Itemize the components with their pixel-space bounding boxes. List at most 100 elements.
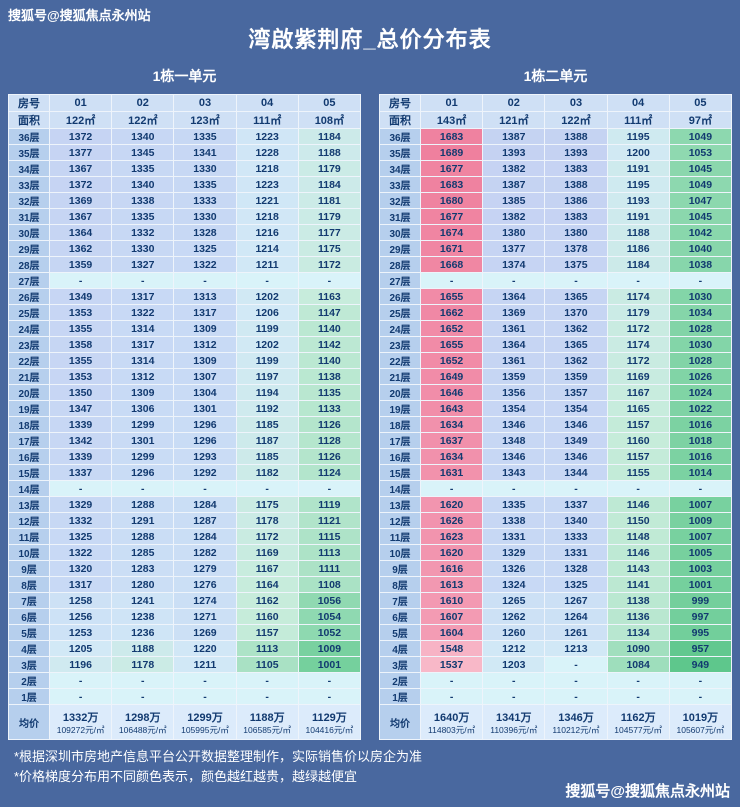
price-cell: 1387 <box>482 176 546 193</box>
price-cell: 1333 <box>544 528 608 545</box>
price-cell: 1265 <box>482 592 546 609</box>
price-cell: 1288 <box>111 528 175 545</box>
price-cell: 1115 <box>297 528 362 545</box>
price-cell: 1356 <box>482 384 546 401</box>
price-cell: 1213 <box>544 640 608 657</box>
price-cell: 1178 <box>111 656 175 673</box>
price-cell: 1124 <box>297 464 362 481</box>
price-cell: - <box>544 672 608 689</box>
floor-row: 34层 1367 1335 1330 1218 1179 <box>8 160 362 177</box>
price-cell: 1220 <box>173 640 237 657</box>
floor-label: 27层 <box>379 272 421 289</box>
area-value-header: 123㎡ <box>173 111 237 129</box>
price-cell: 1361 <box>482 352 546 369</box>
price-cell: 1320 <box>48 560 113 577</box>
floor-row: 5层 1604 1260 1261 1134 995 <box>379 624 733 641</box>
average-total-price: 1332万 <box>62 712 99 724</box>
price-cell: 1193 <box>606 192 670 209</box>
price-cell: 1188 <box>606 224 670 241</box>
price-cell: 1049 <box>668 128 733 145</box>
price-cell: 1313 <box>173 288 237 305</box>
price-cell: 1292 <box>173 464 237 481</box>
floor-label: 33层 <box>379 176 421 193</box>
average-unit-price: 110396元/㎡ <box>490 725 538 735</box>
floor-label: 18层 <box>8 416 50 433</box>
price-cell: 1314 <box>111 320 175 337</box>
floor-row: 14层 - - - - - <box>8 480 362 497</box>
price-cell: 1655 <box>419 336 484 353</box>
floor-row: 27层 - - - - - <box>8 272 362 289</box>
average-cell: 1129万 104416元/㎡ <box>297 704 362 740</box>
floor-row: 12层 1332 1291 1287 1178 1121 <box>8 512 362 529</box>
price-cell: 1655 <box>419 288 484 305</box>
price-cell: 1136 <box>606 608 670 625</box>
price-cell: 1328 <box>544 560 608 577</box>
price-cell: 1385 <box>482 192 546 209</box>
price-cell: 1359 <box>48 256 113 273</box>
price-cell: - <box>419 272 484 289</box>
unit-column-header: 04 <box>235 94 299 112</box>
price-cell: 1337 <box>544 496 608 513</box>
price-cell: 1312 <box>173 336 237 353</box>
area-value-header: 111㎡ <box>235 111 299 129</box>
average-label: 均价 <box>379 704 421 740</box>
floor-label: 14层 <box>379 480 421 497</box>
price-cell: 1646 <box>419 384 484 401</box>
floor-label: 25层 <box>379 304 421 321</box>
floor-row: 6层 1607 1262 1264 1136 997 <box>379 608 733 625</box>
price-cell: 1269 <box>173 624 237 641</box>
price-cell: 1053 <box>668 144 733 161</box>
price-cell: 1355 <box>48 352 113 369</box>
price-cell: - <box>419 672 484 689</box>
price-cell: 1188 <box>297 144 362 161</box>
price-cell: 1026 <box>668 368 733 385</box>
price-cell: 1084 <box>606 656 670 673</box>
price-cell: 1264 <box>544 608 608 625</box>
price-cell: - <box>297 480 362 497</box>
price-cell: 1370 <box>544 304 608 321</box>
price-cell: 1119 <box>297 496 362 513</box>
price-cell: 1689 <box>419 144 484 161</box>
floor-row: 10层 1620 1329 1331 1146 1005 <box>379 544 733 561</box>
floor-row: 1层 - - - - - <box>379 688 733 705</box>
price-cell: 1335 <box>173 128 237 145</box>
price-cell: 1327 <box>111 256 175 273</box>
price-cell: 1018 <box>668 432 733 449</box>
unit-1-section: 1栋一单元 房号 01 02 03 04 05 面积 122㎡ 122㎡ 123㎡ 111㎡ 108㎡… <box>8 60 362 740</box>
price-cell: 1283 <box>111 560 175 577</box>
average-unit-price: 105995元/㎡ <box>181 725 229 735</box>
price-cell: - <box>668 672 733 689</box>
price-cell: 1674 <box>419 224 484 241</box>
price-cell: 1175 <box>297 240 362 257</box>
floor-label: 32层 <box>8 192 50 209</box>
price-cell: 1195 <box>606 176 670 193</box>
floor-row: 24层 1652 1361 1362 1172 1028 <box>379 320 733 337</box>
price-cell: 1042 <box>668 224 733 241</box>
price-cell: - <box>111 688 175 705</box>
price-cell: 1377 <box>48 144 113 161</box>
price-cell: 1314 <box>111 352 175 369</box>
area-value-header: 121㎡ <box>482 111 546 129</box>
floor-label: 13层 <box>379 496 421 513</box>
average-cell: 1346万 110212元/㎡ <box>544 704 608 740</box>
price-cell: 1291 <box>111 512 175 529</box>
price-cell: - <box>297 688 362 705</box>
floor-row: 12层 1626 1338 1340 1150 1009 <box>379 512 733 529</box>
price-cell: 1364 <box>482 336 546 353</box>
price-cell: 1049 <box>668 176 733 193</box>
floor-row: 5层 1253 1236 1269 1157 1052 <box>8 624 362 641</box>
floor-row: 33层 1683 1387 1388 1195 1049 <box>379 176 733 193</box>
price-cell: 1185 <box>235 448 299 465</box>
floor-row: 24层 1355 1314 1309 1199 1140 <box>8 320 362 337</box>
price-cell: 1367 <box>48 160 113 177</box>
price-cell: 1354 <box>482 400 546 417</box>
unit-1-table-body: 房号 01 02 03 04 05 面积 122㎡ 122㎡ 123㎡ 111㎡ 108㎡ 36层 137… <box>8 94 362 740</box>
area-value-header: 122㎡ <box>544 111 608 129</box>
floor-label: 29层 <box>379 240 421 257</box>
price-cell: 1184 <box>297 176 362 193</box>
floor-row: 7层 1610 1265 1267 1138 999 <box>379 592 733 609</box>
unit-header-row: 房号 01 02 03 04 05 <box>8 94 362 112</box>
floor-label: 36层 <box>8 128 50 145</box>
price-cell: 1194 <box>235 384 299 401</box>
price-cell: 1326 <box>482 560 546 577</box>
